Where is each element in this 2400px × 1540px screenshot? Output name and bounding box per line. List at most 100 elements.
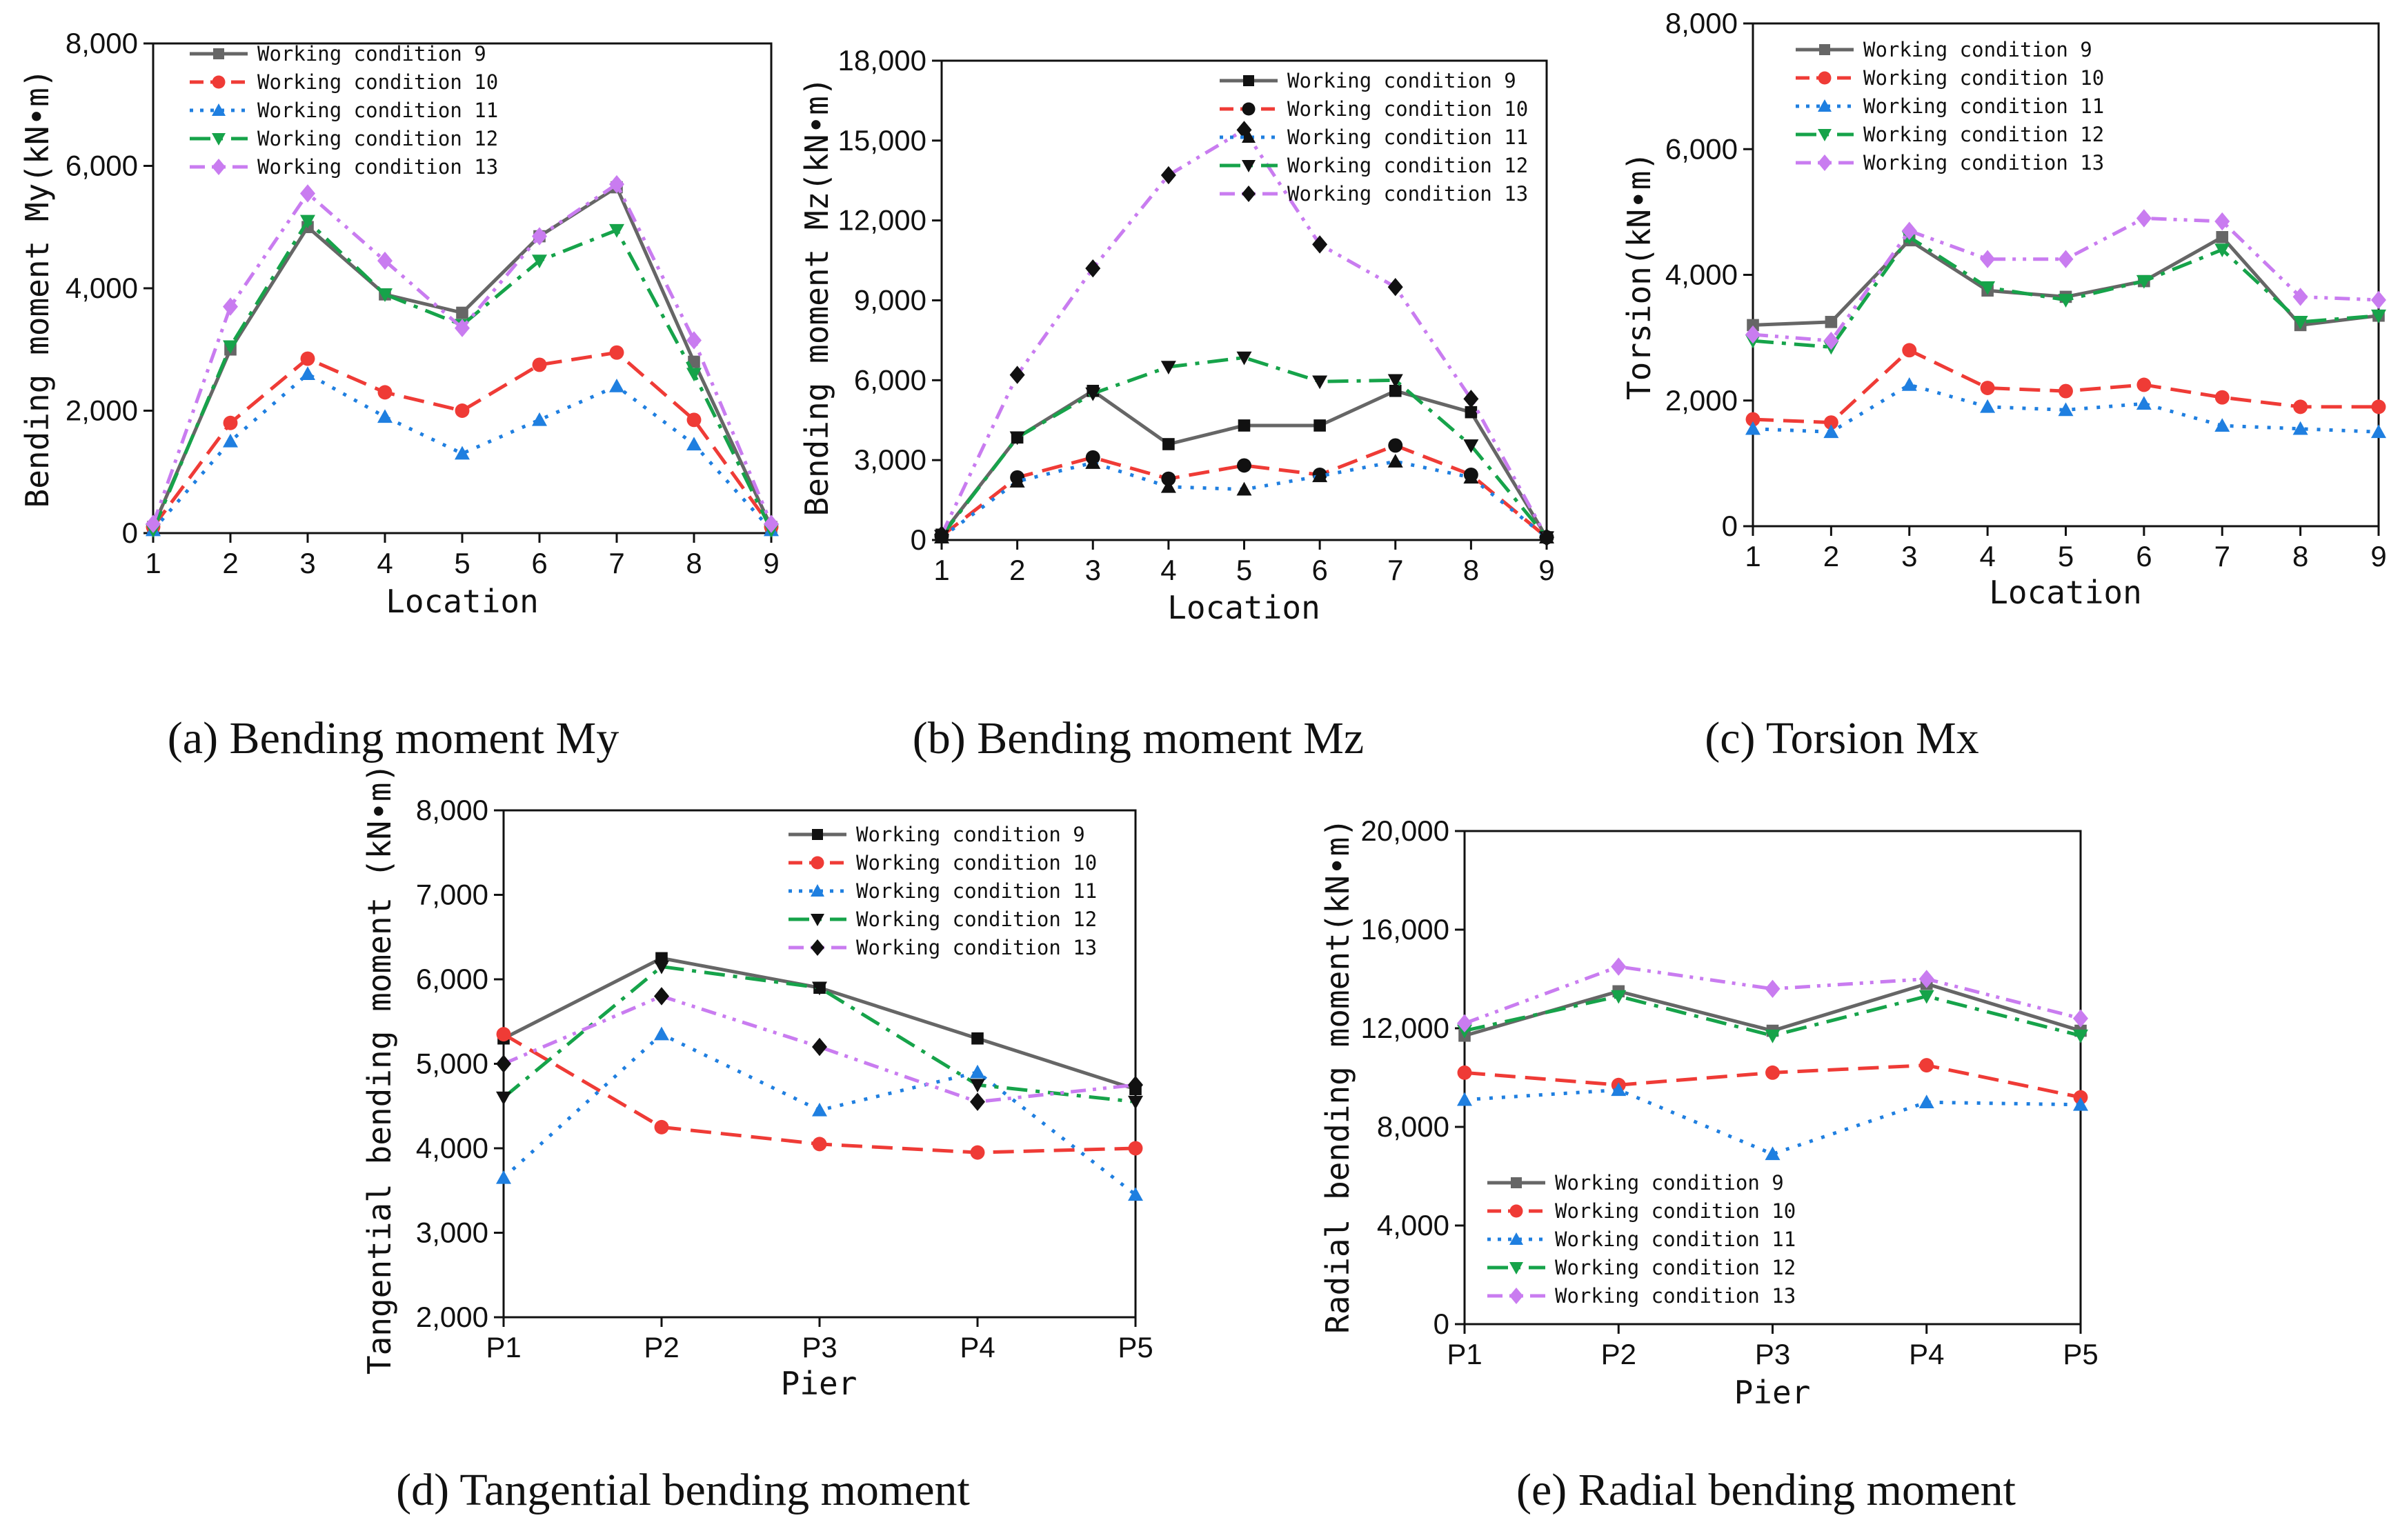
x-tick-label: P5 xyxy=(1118,1331,1153,1363)
y-tick-label: 9,000 xyxy=(854,284,926,317)
data-point xyxy=(455,319,470,337)
legend-marker xyxy=(1509,1204,1523,1218)
data-point xyxy=(1388,438,1403,453)
x-tick-label: P2 xyxy=(644,1331,679,1363)
data-point xyxy=(1387,454,1403,468)
y-tick-label: 6,000 xyxy=(416,963,488,995)
y-tick-label: 4,000 xyxy=(1665,259,1738,291)
data-point xyxy=(1236,351,1252,366)
legend-marker xyxy=(1819,44,1830,55)
legend-label: Working condition 13 xyxy=(1863,151,2104,174)
y-tick-label: 6,000 xyxy=(854,363,926,396)
data-point xyxy=(1463,390,1479,408)
legend-marker xyxy=(1242,130,1256,143)
data-point xyxy=(1009,474,1025,488)
x-tick-label: 3 xyxy=(299,547,315,579)
data-point xyxy=(146,514,161,533)
legend: Working condition 9 Working condition 10 W… xyxy=(789,823,1097,959)
data-point xyxy=(1128,1187,1143,1201)
x-axis-label: Location xyxy=(386,583,539,620)
chart-caption: (c) Torsion Mx xyxy=(1705,713,1978,763)
x-tick-label: 6 xyxy=(531,547,547,579)
data-point xyxy=(812,1137,827,1152)
data-point xyxy=(1389,384,1402,397)
y-axis-label: Bending moment Mz(kN•m) xyxy=(798,77,835,517)
y-tick-label: 8,000 xyxy=(416,794,488,826)
data-point xyxy=(2136,274,2152,289)
data-point xyxy=(2371,399,2386,414)
chart-d: 2,000 3,000 4,000 5,000 6,000 7,000 8,000 P1 P2 P… xyxy=(361,763,1153,1515)
data-point xyxy=(223,433,238,448)
legend-label: Working condition 10 xyxy=(1863,66,2104,90)
data-point xyxy=(1823,415,1838,430)
data-point xyxy=(300,184,315,203)
series-line xyxy=(151,186,773,528)
y-axis-label: Bending moment My(kN•m) xyxy=(19,69,56,508)
legend-label: Working condition 9 xyxy=(856,823,1085,846)
series-line xyxy=(940,443,1548,539)
y-tick-label: 2,000 xyxy=(416,1301,488,1333)
data-point xyxy=(1465,406,1478,419)
legend-label: Working condition 11 xyxy=(1287,126,1528,149)
y-tick-label: 0 xyxy=(1722,510,1738,542)
legend-label: Working condition 10 xyxy=(1287,97,1528,121)
legend-label: Working condition 13 xyxy=(1555,1284,1796,1308)
x-tick-label: 4 xyxy=(377,547,393,579)
x-tick-label: 9 xyxy=(2370,540,2386,572)
data-point xyxy=(2292,288,2308,306)
data-point xyxy=(1901,377,1917,391)
data-point xyxy=(1160,361,1176,375)
legend-marker xyxy=(1509,1262,1523,1274)
series-line xyxy=(152,372,773,532)
data-point xyxy=(1085,259,1101,278)
y-tick-label: 20,000 xyxy=(1361,814,1449,847)
legend-marker xyxy=(811,939,824,956)
legend-label: Working condition 13 xyxy=(257,155,498,179)
y-tick-label: 5,000 xyxy=(416,1048,488,1080)
y-tick-label: 4,000 xyxy=(66,272,138,304)
data-point xyxy=(223,340,238,354)
data-point xyxy=(970,1064,985,1079)
series-working-condition-13 xyxy=(1745,209,2386,350)
legend-marker xyxy=(1242,160,1256,172)
x-tick-label: 8 xyxy=(1463,554,1479,586)
legend-marker xyxy=(1242,102,1256,116)
x-tick-label: P5 xyxy=(2063,1338,2098,1370)
series-working-condition-11 xyxy=(496,1026,1143,1201)
data-point xyxy=(2073,1009,2088,1028)
data-point xyxy=(1161,471,1176,486)
data-point xyxy=(1128,1095,1143,1110)
legend-marker xyxy=(1509,1288,1523,1304)
x-axis-label: Pier xyxy=(781,1365,857,1402)
data-point xyxy=(2058,402,2074,417)
chart-caption: (d) Tangential bending moment xyxy=(396,1465,970,1515)
data-point xyxy=(1765,1146,1781,1161)
legend: Working condition 9 Working condition 10 W… xyxy=(190,42,498,179)
data-point xyxy=(455,403,470,418)
legend-label: Working condition 13 xyxy=(1287,182,1528,206)
legend-label: Working condition 11 xyxy=(257,99,498,122)
series-line xyxy=(1464,965,2081,1026)
x-tick-label: 9 xyxy=(1538,554,1554,586)
data-point xyxy=(812,1037,827,1057)
x-tick-label: 5 xyxy=(2058,540,2074,572)
legend-label: Working condition 10 xyxy=(856,851,1097,874)
data-point xyxy=(1387,277,1403,297)
data-point xyxy=(1312,375,1328,390)
legend-marker xyxy=(1511,1177,1522,1188)
data-point xyxy=(1823,424,1839,439)
x-tick-label: P1 xyxy=(486,1331,521,1363)
data-point xyxy=(2136,377,2152,392)
x-tick-label: 6 xyxy=(1311,554,1327,586)
data-point xyxy=(654,1119,669,1134)
legend-label: Working condition 12 xyxy=(856,908,1097,931)
data-point xyxy=(2371,290,2386,310)
data-point xyxy=(2136,396,2152,410)
data-point xyxy=(970,1145,985,1160)
series-line xyxy=(940,356,1548,539)
data-point xyxy=(532,254,547,269)
data-point xyxy=(377,409,393,423)
y-tick-label: 18,000 xyxy=(838,44,926,77)
legend: Working condition 9 Working condition 10 W… xyxy=(1487,1171,1796,1308)
series-working-condition-12 xyxy=(496,960,1143,1110)
